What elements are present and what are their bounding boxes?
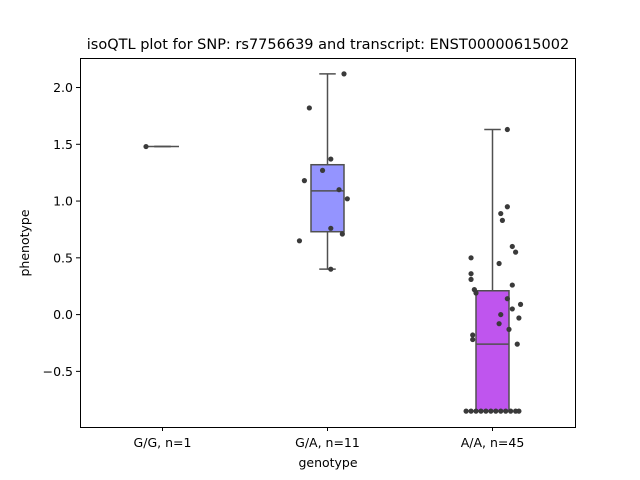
data-point (509, 306, 515, 312)
data-point (463, 408, 469, 414)
data-point (498, 210, 504, 217)
data-point (468, 255, 474, 261)
data-point (339, 231, 345, 237)
chart-title: isoQTL plot for SNP: rs7756639 and trans… (87, 37, 569, 53)
data-point (509, 243, 515, 250)
y-tick-label: 1.0 (53, 194, 73, 209)
y-tick-label: 0.0 (53, 307, 73, 322)
data-point (498, 408, 504, 414)
data-point (478, 408, 484, 414)
data-point (306, 105, 312, 111)
x-axis-label: genotype (298, 455, 357, 470)
data-point (516, 408, 522, 414)
x-tick-label: A/A, n=45 (461, 435, 525, 450)
plot-area (143, 71, 524, 414)
y-tick-label: −0.5 (43, 364, 73, 379)
data-point (493, 408, 499, 414)
data-point (517, 301, 524, 307)
data-point (496, 260, 502, 267)
data-point (509, 282, 515, 288)
y-tick-label: 1.5 (53, 137, 73, 152)
data-point (301, 178, 307, 184)
x-axis: G/G, n=1 G/A, n=11 A/A, n=45 (134, 427, 525, 450)
y-axis-label: phenotype (17, 209, 32, 276)
data-point (336, 187, 342, 193)
data-point (499, 217, 505, 223)
box-group (310, 73, 345, 270)
y-axis: −0.5 0.0 0.5 1.0 1.5 2.0 (43, 80, 80, 379)
data-point (504, 126, 510, 133)
y-tick-label: 0.5 (53, 250, 73, 265)
data-point (296, 238, 303, 244)
data-point (468, 276, 474, 282)
data-point (473, 408, 479, 414)
data-point (470, 332, 476, 338)
data-point (328, 225, 334, 231)
data-point (503, 408, 509, 414)
x-tick-label: G/A, n=11 (295, 435, 360, 450)
data-point (143, 143, 149, 150)
data-point (328, 156, 334, 162)
box (475, 290, 510, 412)
data-point (504, 296, 510, 302)
data-point (508, 408, 514, 414)
data-point (496, 321, 502, 327)
data-point (488, 408, 494, 414)
data-point (344, 196, 350, 202)
data-point (513, 249, 519, 255)
data-point (473, 290, 479, 296)
data-point (468, 271, 474, 277)
data-point (468, 408, 474, 414)
box (310, 163, 345, 233)
x-tick-label: G/G, n=1 (134, 435, 192, 450)
data-point (483, 408, 489, 414)
data-point (319, 167, 326, 174)
data-point (504, 204, 510, 210)
data-point (516, 315, 522, 321)
box-group (475, 128, 510, 412)
data-point (470, 336, 476, 343)
y-tick-label: 2.0 (53, 80, 73, 95)
data-point (328, 266, 334, 272)
data-point (506, 326, 512, 332)
data-point (514, 341, 520, 347)
data-point (341, 71, 347, 77)
data-point (498, 311, 504, 318)
